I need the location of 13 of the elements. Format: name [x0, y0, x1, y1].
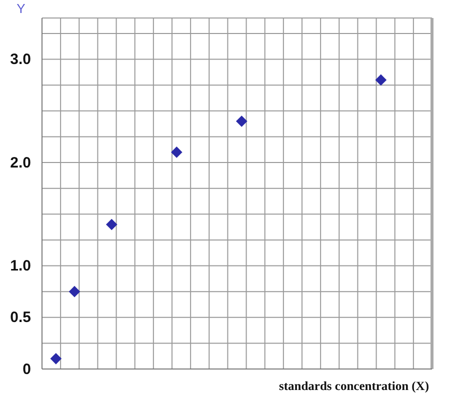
y-tick-label: 0 [22, 360, 31, 378]
point [236, 116, 248, 127]
point [50, 353, 62, 364]
point [68, 286, 80, 298]
point [375, 74, 387, 86]
y-axis-title: Y [16, 1, 26, 16]
y-tick-label: 2.0 [10, 154, 31, 172]
point [170, 146, 182, 158]
y-tick-label: 0.5 [10, 309, 31, 326]
y-tick-label: 3.0 [10, 51, 31, 68]
x-axis-title: standards concentration (X) [279, 379, 429, 393]
point [106, 218, 118, 230]
y-tick-label: 1.0 [10, 258, 31, 275]
